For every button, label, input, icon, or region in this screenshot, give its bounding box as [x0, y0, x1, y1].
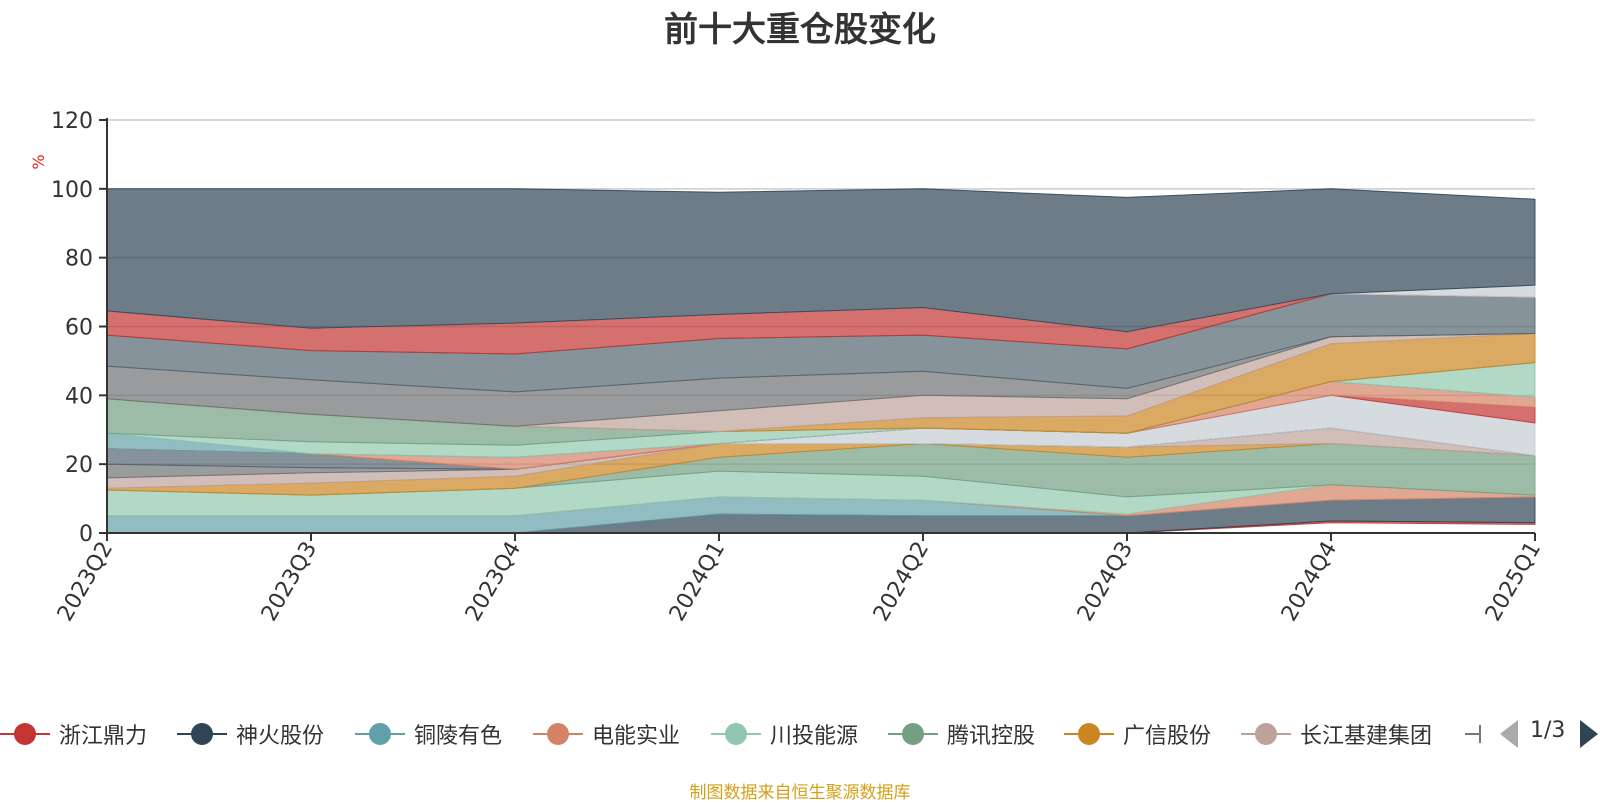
x-tick-label: 2023Q4	[461, 538, 526, 626]
y-tick-label: 0	[79, 522, 93, 547]
legend-marker-icon	[711, 714, 761, 754]
area-bands	[106, 188, 1536, 534]
legend-label: 铜陵有色	[414, 724, 503, 749]
legend-label: 广信股份	[1123, 724, 1212, 749]
legend-label: 腾讯控股	[947, 724, 1036, 749]
y-tick-label: 20	[65, 453, 93, 478]
legend-label: 川投能源	[770, 724, 859, 749]
x-tick-label: 2023Q3	[257, 538, 322, 626]
legend-item[interactable]: 电能实业	[533, 714, 680, 754]
legend-prev-page-button[interactable]	[1500, 720, 1518, 748]
legend-item[interactable]: 神火股份	[177, 714, 324, 754]
legend-item[interactable]: 浙江鼎力	[0, 714, 147, 754]
legend: 浙江鼎力 神火股份 铜陵有色 电能实业 川投能源 腾讯控股 广信股份 长江基建集团 1/3	[0, 714, 1600, 754]
x-tick-label: 2024Q4	[1277, 538, 1342, 626]
x-tick-label: 2024Q3	[1073, 538, 1138, 626]
legend-label: 神火股份	[236, 724, 325, 749]
legend-label: 电能实业	[592, 724, 681, 749]
x-tick-label: 2024Q2	[869, 538, 934, 626]
legend-label: 长江基建集团	[1300, 724, 1433, 749]
legend-marker-icon	[888, 714, 938, 754]
legend-marker-icon	[1064, 714, 1114, 754]
legend-label: 浙江鼎力	[59, 724, 148, 749]
x-tick-label: 2024Q1	[665, 538, 730, 626]
y-axis-unit-label: %	[29, 154, 48, 169]
legend-item[interactable]: 铜陵有色	[355, 714, 502, 754]
y-tick-label: 80	[65, 247, 93, 272]
legend-marker-icon	[355, 714, 405, 754]
legend-marker-icon	[533, 714, 583, 754]
x-tick-label: 2025Q1	[1481, 538, 1546, 626]
source-note: 制图数据来自恒生聚源数据库	[689, 783, 911, 803]
x-tick-label: 2023Q2	[53, 538, 118, 626]
legend-item[interactable]: 腾讯控股	[888, 714, 1035, 754]
legend-item[interactable]: 广信股份	[1064, 714, 1211, 754]
legend-truncated-tick	[1479, 725, 1481, 743]
legend-next-page-button[interactable]	[1580, 720, 1598, 748]
y-tick-label: 40	[65, 384, 93, 409]
y-tick-label: 100	[51, 178, 93, 203]
legend-page-indicator: 1/3	[1530, 718, 1566, 743]
legend-marker-icon	[1241, 714, 1291, 754]
legend-marker-icon	[0, 714, 50, 754]
legend-item[interactable]: 川投能源	[711, 714, 858, 754]
y-tick-label: 120	[51, 109, 93, 134]
legend-item[interactable]: 长江基建集团	[1241, 714, 1432, 754]
y-tick-label: 60	[65, 316, 93, 341]
chart-title: 前十大重仓股变化	[664, 10, 936, 50]
legend-marker-icon	[177, 714, 227, 754]
area-band-22	[106, 188, 1536, 333]
legend-truncated-marker	[1465, 733, 1479, 735]
